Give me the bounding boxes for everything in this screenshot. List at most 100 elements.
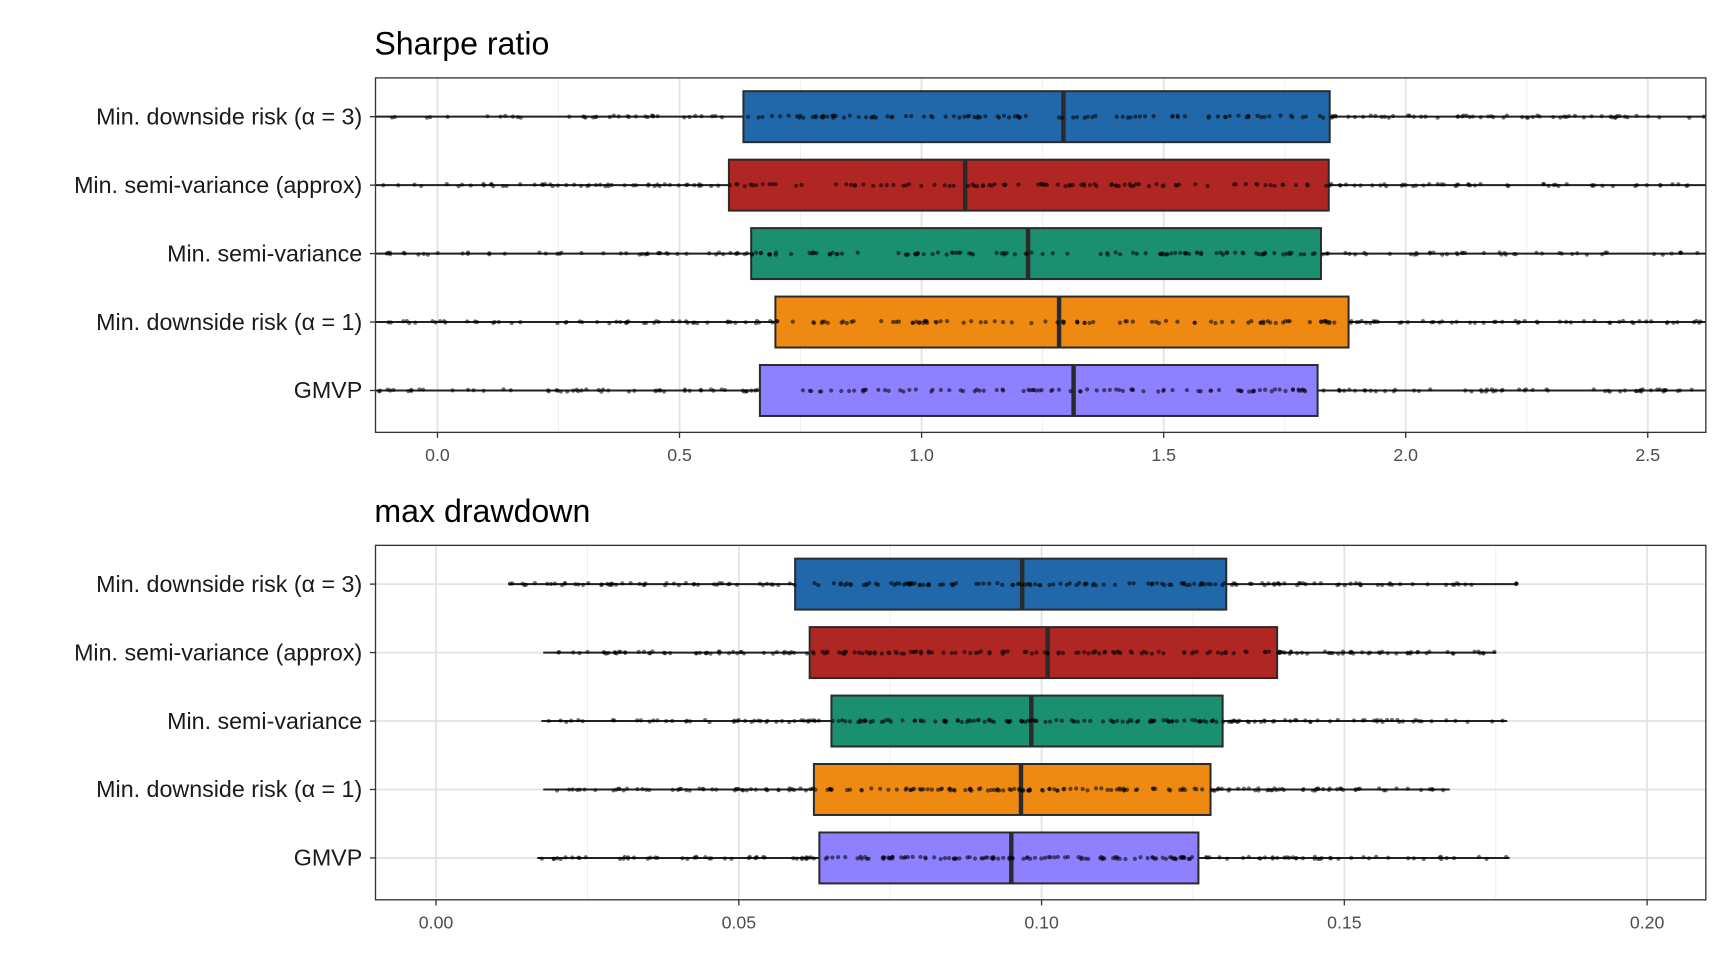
x-tick-label: 0.00: [419, 913, 454, 933]
data-point: [1389, 582, 1395, 588]
data-point: [580, 582, 586, 587]
data-point: [1375, 582, 1380, 588]
data-point: [843, 719, 848, 724]
data-point: [1163, 856, 1169, 861]
data-point: [707, 251, 712, 256]
data-point: [1545, 388, 1550, 393]
data-point: [844, 182, 849, 187]
data-point: [1043, 182, 1048, 187]
x-tick-label: 1.5: [1151, 445, 1176, 465]
data-point: [1241, 786, 1247, 791]
data-point: [1290, 387, 1295, 392]
data-point: [899, 855, 904, 860]
data-point: [1187, 582, 1192, 588]
data-point: [710, 787, 715, 792]
data-point: [567, 787, 572, 792]
y-tick-label: Min. downside risk (α = 3): [96, 571, 362, 597]
data-point: [1065, 251, 1070, 256]
data-point: [1411, 856, 1417, 861]
data-point: [745, 114, 751, 120]
data-point: [1213, 321, 1218, 326]
plot-area: [508, 557, 1519, 885]
data-point: [1386, 855, 1391, 860]
data-point: [1374, 854, 1379, 859]
data-point: [487, 251, 492, 256]
data-point: [811, 320, 816, 325]
data-point: [1254, 251, 1259, 256]
data-point: [756, 320, 762, 325]
data-point: [563, 855, 568, 860]
data-point: [1411, 114, 1417, 119]
data-point: [1305, 651, 1310, 656]
data-point: [1124, 319, 1129, 324]
data-point: [1016, 182, 1021, 187]
data-point: [1377, 650, 1383, 656]
data-point: [1500, 718, 1505, 723]
data-point: [510, 114, 515, 119]
data-point: [1613, 115, 1618, 120]
data-point: [1389, 717, 1395, 723]
data-point: [1293, 856, 1298, 861]
data-point: [904, 786, 909, 791]
data-point: [1221, 719, 1226, 724]
data-point: [774, 318, 780, 324]
data-point: [810, 114, 815, 120]
data-point: [1044, 650, 1050, 656]
data-point: [1407, 113, 1412, 118]
data-point: [632, 388, 637, 393]
data-point: [1093, 786, 1099, 791]
data-point: [1220, 582, 1225, 588]
data-point: [1284, 855, 1289, 860]
data-point: [1134, 719, 1139, 724]
data-point: [1110, 719, 1115, 724]
data-point: [969, 319, 974, 324]
data-point: [978, 649, 984, 654]
data-point: [761, 650, 766, 655]
x-tick-label: 2.5: [1635, 445, 1660, 465]
data-point: [1082, 183, 1087, 188]
data-point: [1059, 115, 1064, 120]
data-point: [735, 718, 740, 724]
data-point: [935, 250, 941, 255]
data-point: [770, 651, 776, 656]
data-point: [1558, 115, 1563, 120]
data-point: [953, 581, 959, 586]
data-point: [831, 581, 837, 586]
x-tick-label: 0.20: [1630, 913, 1665, 933]
data-point: [645, 251, 650, 256]
data-point: [570, 855, 575, 860]
data-point: [1604, 250, 1610, 255]
data-point: [801, 115, 806, 120]
data-point: [1247, 389, 1252, 394]
data-point: [614, 651, 619, 656]
data-point: [1262, 719, 1267, 724]
data-point: [385, 387, 390, 392]
data-point: [1502, 251, 1507, 256]
data-point: [1490, 719, 1495, 724]
data-point: [1117, 320, 1123, 325]
data-point: [1001, 113, 1007, 118]
data-point: [1534, 250, 1539, 255]
data-point: [653, 855, 658, 860]
data-point: [1176, 182, 1182, 187]
data-point: [748, 787, 754, 792]
data-point: [1037, 583, 1042, 588]
data-point: [585, 649, 590, 655]
data-point: [471, 388, 476, 393]
data-point: [1267, 114, 1272, 119]
data-point: [1423, 114, 1428, 119]
data-point: [607, 114, 612, 120]
data-point: [670, 318, 675, 324]
data-point: [504, 183, 509, 189]
data-point: [683, 319, 689, 324]
data-point: [1332, 320, 1337, 325]
data-point: [1301, 786, 1306, 792]
data-point: [731, 719, 737, 724]
data-point: [1058, 581, 1063, 586]
data-point: [978, 320, 983, 325]
data-point: [1161, 651, 1166, 656]
data-point: [1257, 388, 1262, 393]
data-point: [618, 319, 623, 325]
data-point: [655, 718, 660, 723]
data-point: [790, 319, 795, 324]
